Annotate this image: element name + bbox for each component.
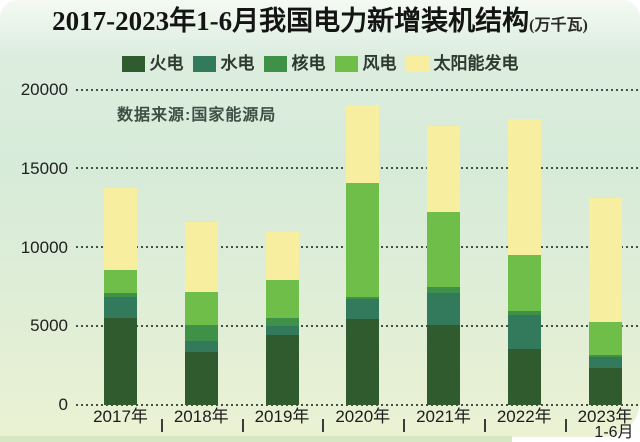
gridline-20000 [76,88,640,91]
legend-swatch-icon [121,55,145,72]
bar-2022年 [507,118,541,405]
bar-segment-核电 [104,293,137,297]
bar-2018年 [184,221,218,405]
bar-2021年 [427,126,460,405]
legend-label: 火电 [149,54,184,73]
legend-item-太阳能发电: 太阳能发电 [405,54,519,73]
bar-segment-风电 [427,212,460,288]
source-note: 数据来源:国家能源局 [117,107,277,124]
bottom-strip [0,436,512,442]
legend-label: 风电 [362,54,397,73]
y-axis-label-5000: 5000 [30,316,68,336]
chart-title-unit: (万千瓦) [529,17,588,34]
bar-segment-火电 [184,351,218,405]
bar-segment-核电 [184,324,218,341]
legend-label: 水电 [220,54,255,73]
bar-segment-太阳能发电 [104,187,137,271]
bar-2017年 [104,187,137,405]
x-axis-tick [403,419,406,432]
bar-segment-太阳能发电 [427,126,460,213]
bar-segment-火电 [427,324,460,405]
chart-title-text: 2017-2023年1-6月我国电力新增装机结构 [52,6,530,36]
legend-swatch-icon [192,55,216,72]
bar-segment-火电 [346,318,380,405]
legend-swatch-icon [334,55,358,72]
bar-segment-太阳能发电 [588,198,622,322]
bar-segment-风电 [507,255,541,311]
bar-segment-水电 [184,340,218,352]
bar-segment-核电 [427,287,460,294]
x-axis-tick [322,419,325,432]
x-axis-label-2022年: 2022年 [496,407,552,426]
x-axis-label-2017年: 2017年 [93,407,148,426]
legend-swatch-icon [405,55,429,72]
y-axis-label-15000: 15000 [20,158,68,178]
x-axis-label-2023年: 2023年 [577,407,633,426]
y-axis-label-20000: 20000 [20,80,68,99]
x-axis-label-2018年: 2018年 [173,407,229,426]
bar-segment-风电 [265,280,299,319]
bar-2020年 [346,104,380,405]
legend: 火电 水电 核电 风电 太阳能发电 [0,55,640,72]
x-axis-sublabel: 1-6月 [594,424,634,441]
bar-segment-太阳能发电 [507,118,541,256]
x-axis-tick [483,419,486,432]
bar-segment-核电 [265,318,299,327]
bar-segment-火电 [507,348,541,405]
legend-item-核电: 核电 [263,54,326,73]
bar-segment-核电 [507,310,541,315]
x-axis-label-2019年: 2019年 [254,407,310,426]
x-axis-tick [241,419,244,432]
x-axis-tick [564,419,567,432]
bar-segment-风电 [346,182,380,297]
bar-segment-太阳能发电 [265,232,299,281]
x-axis-label-2020年: 2020年 [335,407,391,426]
bar-segment-水电 [427,293,460,325]
bar-segment-核电 [346,296,380,299]
x-axis-tick [160,419,163,432]
bar-segment-水电 [588,356,622,368]
chart-title: 2017-2023年1-6月我国电力新增装机结构(万千瓦) [0,4,640,43]
legend-label: 核电 [291,54,326,73]
legend-label: 太阳能发电 [433,54,519,73]
x-axis-label-2021年: 2021年 [416,407,471,426]
legend-item-风电: 风电 [334,54,397,73]
bar-segment-风电 [104,270,137,294]
bar-2023年 [588,198,622,405]
bar-segment-风电 [588,321,622,356]
legend-item-火电: 火电 [121,54,184,73]
bar-2019年 [265,232,299,405]
bar-segment-太阳能发电 [346,104,380,183]
bar-segment-核电 [588,355,622,357]
bar-segment-水电 [265,326,299,336]
legend-swatch-icon [263,55,287,72]
bar-segment-水电 [507,314,541,349]
y-axis-label-0: 0 [58,395,68,414]
bar-segment-风电 [184,291,218,325]
legend-item-水电: 水电 [192,54,255,73]
bar-segment-水电 [104,296,137,318]
bar-segment-火电 [104,317,137,405]
bar-segment-太阳能发电 [184,221,218,292]
bar-segment-火电 [265,335,299,405]
y-axis-label-10000: 10000 [20,237,68,257]
bar-segment-水电 [346,298,380,319]
bar-segment-火电 [588,367,622,405]
